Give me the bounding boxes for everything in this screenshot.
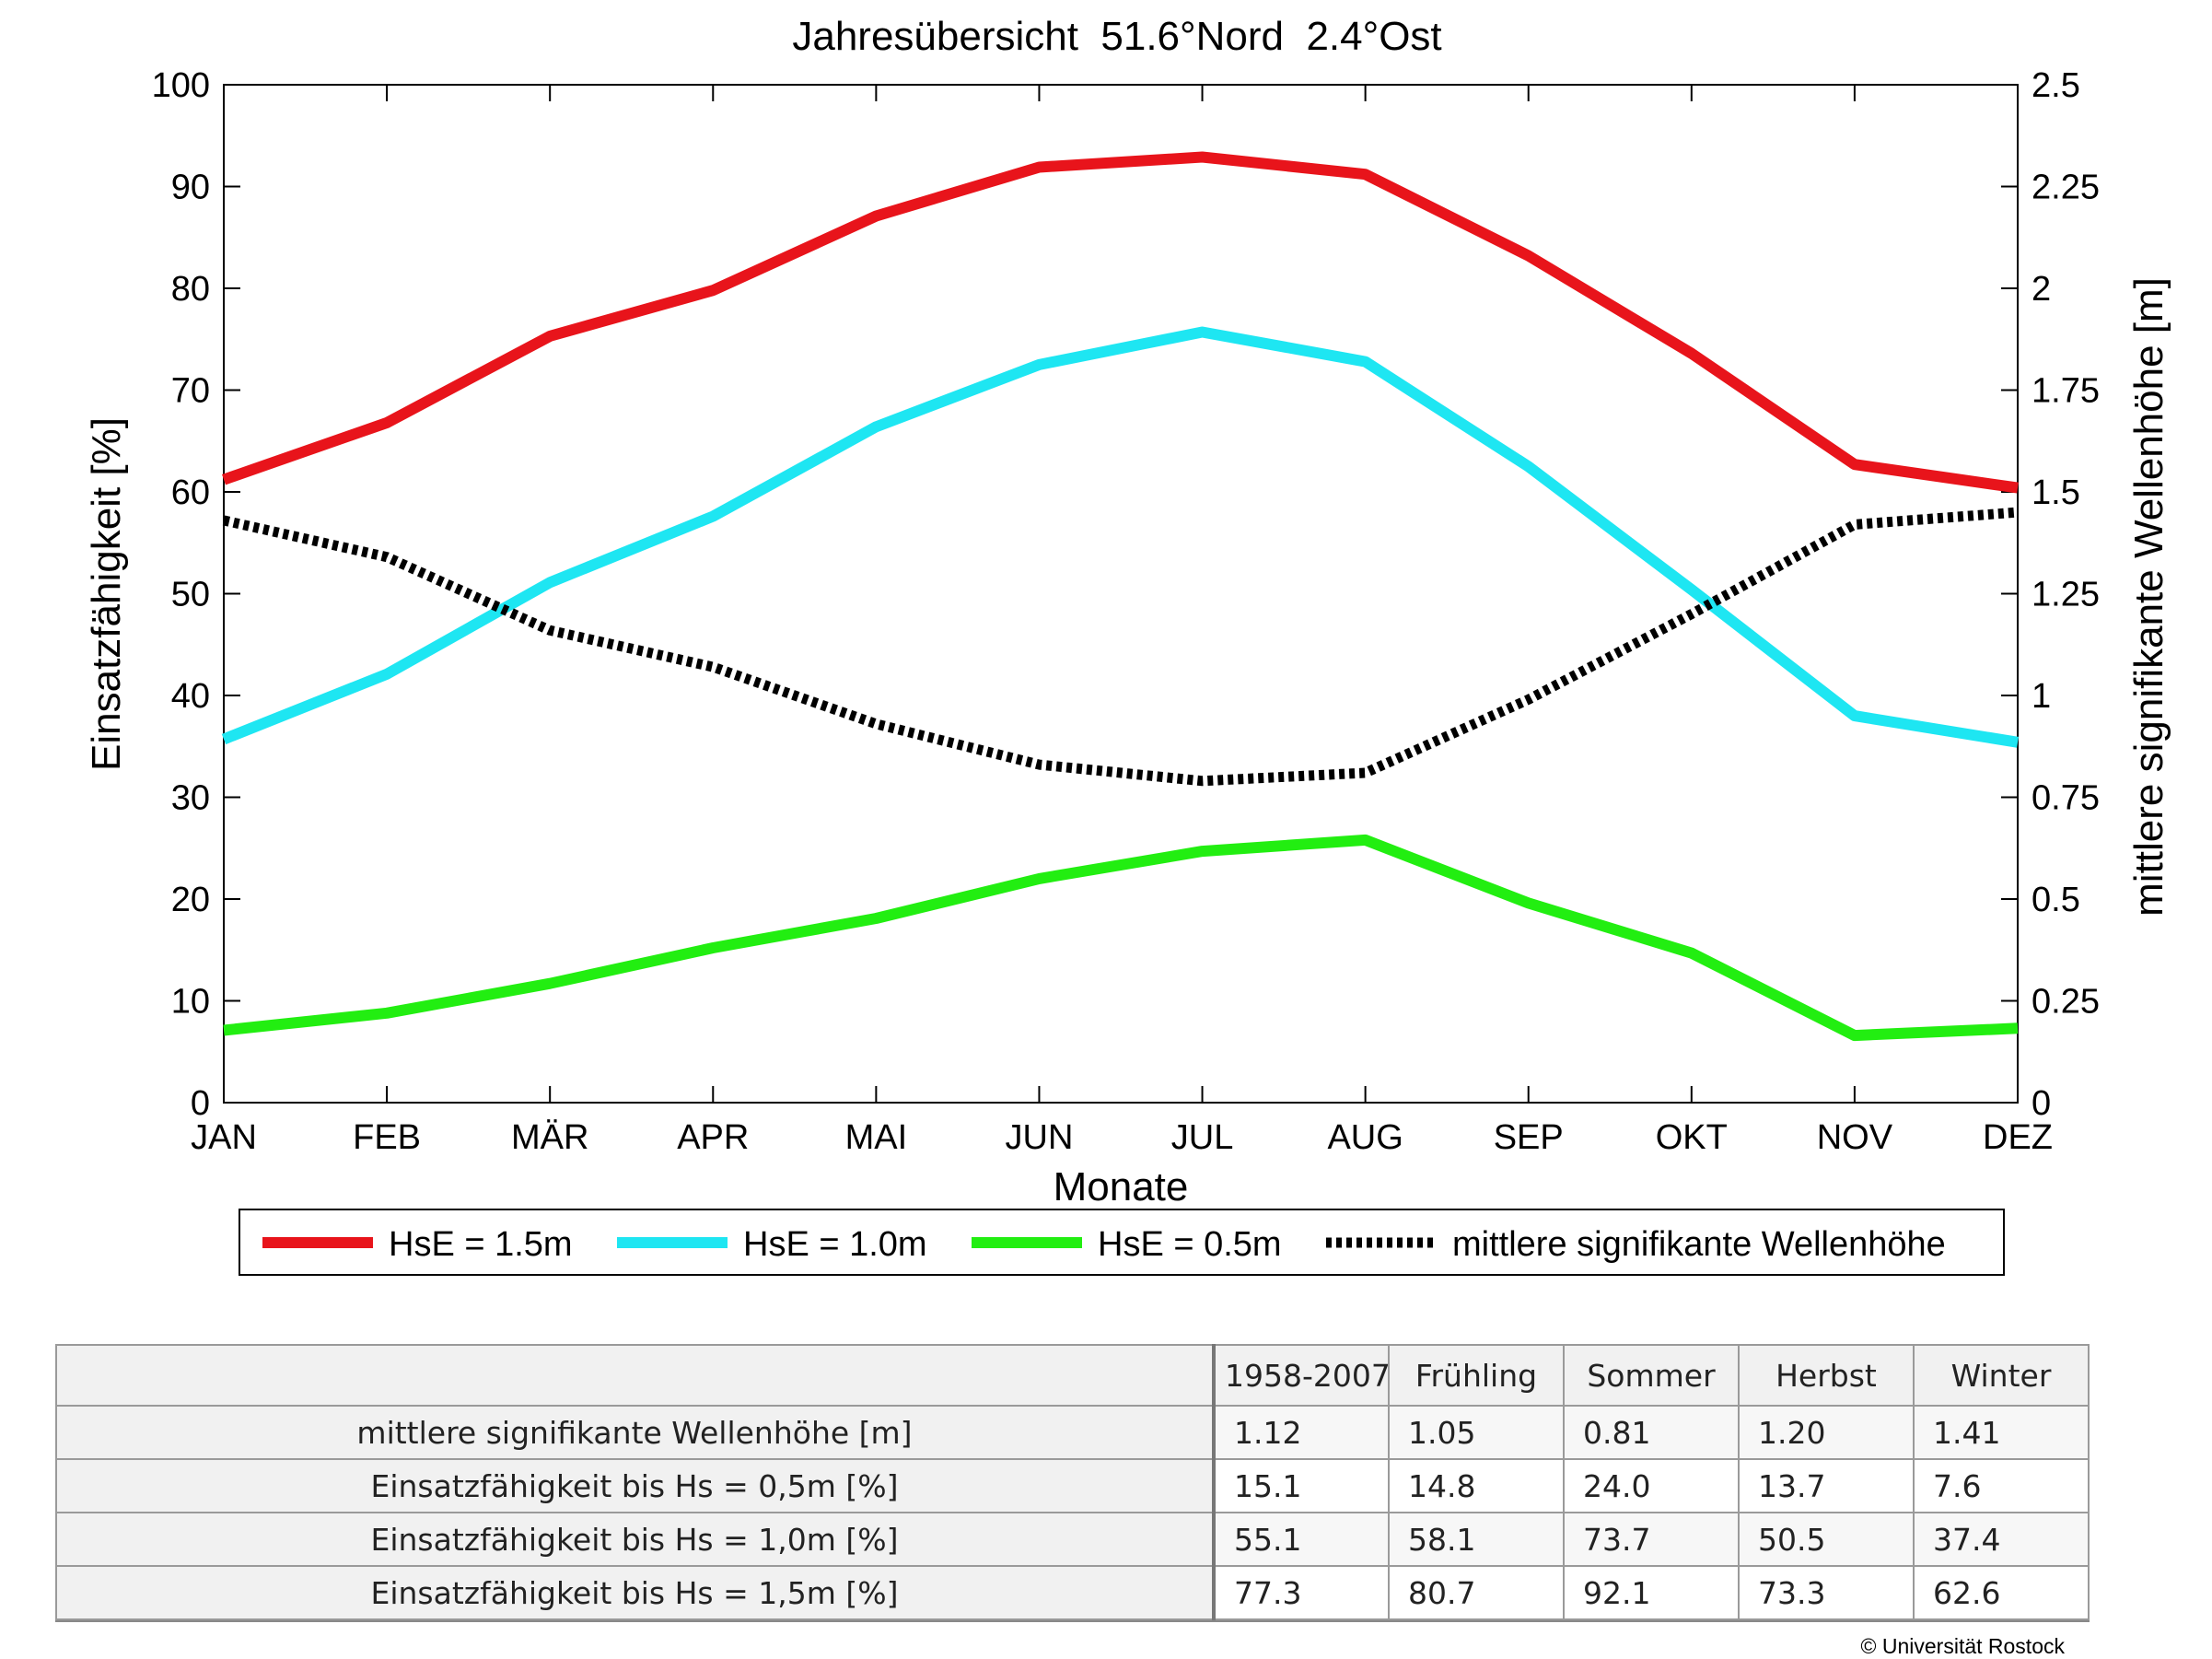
x-tick-label: JAN [191, 1118, 257, 1157]
x-tick-label: JUN [1006, 1118, 1074, 1157]
y-tick-label: 80 [171, 270, 210, 309]
table-row: Einsatzfähigkeit bis Hs = 0,5m [%] 15.1 … [55, 1458, 2090, 1513]
x-axis-title: Monate [1054, 1164, 1189, 1209]
table-cell: 73.7 [1563, 1512, 1740, 1567]
table-cell: 77.3 [1213, 1565, 1390, 1620]
table-header-row: 1958-2007 Frühling Sommer Herbst Winter [55, 1344, 2090, 1407]
table-header-cell: Frühling [1388, 1344, 1565, 1407]
x-axis: JAN FEB MÄR APR MAI JUN JUL AUG SEP OKT NOV DEZ [191, 85, 2053, 1157]
y2-tick-label: 0.75 [2032, 779, 2100, 818]
table-header-cell: Herbst [1738, 1344, 1915, 1407]
x-tick-label: NOV [1817, 1118, 1893, 1157]
y-tick-label: 0 [191, 1084, 210, 1123]
table-row-label: Einsatzfähigkeit bis Hs = 0,5m [%] [55, 1458, 1216, 1513]
table-cell: 58.1 [1388, 1512, 1565, 1567]
legend-label: HsE = 1.0m [743, 1225, 927, 1264]
y-tick-label: 10 [171, 983, 210, 1022]
table-cell: 15.1 [1213, 1458, 1390, 1513]
table-cell: 1.20 [1738, 1405, 1915, 1460]
table-cell: 55.1 [1213, 1512, 1390, 1567]
table-row: Einsatzfähigkeit bis Hs = 1,5m [%] 77.3 … [55, 1565, 2090, 1620]
y-axis-title: Einsatzfähigkeit [%] [84, 417, 129, 771]
table-cell: 14.8 [1388, 1458, 1565, 1513]
y-tick-label: 60 [171, 473, 210, 512]
legend-box [239, 1209, 2005, 1276]
series-line-3 [222, 507, 2019, 787]
table-corner-cell [55, 1344, 1216, 1407]
x-tick-label: SEP [1494, 1118, 1564, 1157]
x-tick-label: MAI [845, 1118, 908, 1157]
y2-tick-label: 0 [2032, 1084, 2051, 1123]
y2-tick-label: 0.25 [2032, 983, 2100, 1022]
table-header-cell: 1958-2007 [1213, 1344, 1390, 1407]
table-cell: 80.7 [1388, 1565, 1565, 1620]
copyright-notice: © Universität Rostock [1860, 1634, 2065, 1658]
y2-tick-label: 2.25 [2032, 169, 2100, 207]
y-tick-label: 50 [171, 576, 210, 614]
y-tick-label: 70 [171, 372, 210, 411]
chart: Jahresübersicht 51.6°Nord 2.4°Ost JAN FEB… [84, 14, 2171, 1276]
series-line-1 [221, 326, 2019, 748]
y2-tick-label: 2.5 [2032, 66, 2080, 105]
series-line-0 [222, 151, 2019, 494]
y-tick-label: 20 [171, 881, 210, 919]
plot-area [223, 84, 2019, 1104]
legend-label: HsE = 1.5m [389, 1225, 573, 1264]
legend-label: HsE = 0.5m [1098, 1225, 1282, 1264]
chart-title: Jahresübersicht 51.6°Nord 2.4°Ost [792, 14, 1441, 59]
x-tick-label: FEB [353, 1118, 421, 1157]
table-cell: 1.41 [1913, 1405, 2090, 1460]
table-header-cell: Sommer [1563, 1344, 1740, 1407]
table-cell: 1.05 [1388, 1405, 1565, 1460]
table-header-cell: Winter [1913, 1344, 2090, 1407]
table-cell: 50.5 [1738, 1512, 1915, 1567]
y2-tick-label: 1.75 [2032, 372, 2100, 411]
table-cell: 7.6 [1913, 1458, 2090, 1513]
x-tick-label: OKT [1656, 1118, 1728, 1157]
table-row-label: Einsatzfähigkeit bis Hs = 1,5m [%] [55, 1565, 1216, 1620]
x-tick-label: APR [677, 1118, 749, 1157]
y2-axis-title: mittlere signifikante Wellenhöhe [m] [2126, 277, 2171, 917]
y2-tick-label: 0.5 [2032, 881, 2080, 919]
table-row: Einsatzfähigkeit bis Hs = 1,0m [%] 55.1 … [55, 1512, 2090, 1567]
y-tick-label: 90 [171, 169, 210, 207]
x-tick-label: DEZ [1983, 1118, 2053, 1157]
table-cell: 73.3 [1738, 1565, 1915, 1620]
table-row: mittlere signifikante Wellenhöhe [m] 1.1… [55, 1405, 2090, 1460]
legend: HsE = 1.5m HsE = 1.0m HsE = 0.5m mittlere s… [239, 1209, 2005, 1276]
x-tick-label: JUL [1171, 1118, 1234, 1157]
table-row-label: mittlere signifikante Wellenhöhe [m] [55, 1405, 1216, 1460]
table-cell: 24.0 [1563, 1458, 1740, 1513]
y2-tick-label: 1 [2032, 677, 2051, 716]
y2-tick-label: 1.5 [2032, 473, 2080, 512]
y-axis-left: 0 10 20 30 40 50 60 70 80 90 100 [152, 66, 240, 1123]
summary-table: 1958-2007 Frühling Sommer Herbst Winter … [55, 1344, 2090, 1620]
table-cell: 62.6 [1913, 1565, 2090, 1620]
table-cell: 0.81 [1563, 1405, 1740, 1460]
table-row-label: Einsatzfähigkeit bis Hs = 1,0m [%] [55, 1512, 1216, 1567]
y2-tick-label: 2 [2032, 270, 2051, 309]
y-tick-label: 100 [152, 66, 210, 105]
table-cell: 37.4 [1913, 1512, 2090, 1567]
table-cell: 13.7 [1738, 1458, 1915, 1513]
y-tick-label: 40 [171, 677, 210, 716]
y-tick-label: 30 [171, 779, 210, 818]
y2-tick-label: 1.25 [2032, 576, 2100, 614]
series-layer [221, 151, 2019, 1042]
x-tick-label: MÄR [511, 1118, 588, 1157]
table-cell: 92.1 [1563, 1565, 1740, 1620]
table-cell: 1.12 [1213, 1405, 1390, 1460]
legend-label: mittlere signifikante Wellenhöhe [1452, 1225, 1946, 1264]
y-axis-right: 0 0.25 0.5 0.75 1 1.25 1.5 1.75 2 2.25 2.5 [2001, 66, 2100, 1123]
x-tick-label: AUG [1327, 1118, 1403, 1157]
series-line-2 [223, 834, 2019, 1042]
